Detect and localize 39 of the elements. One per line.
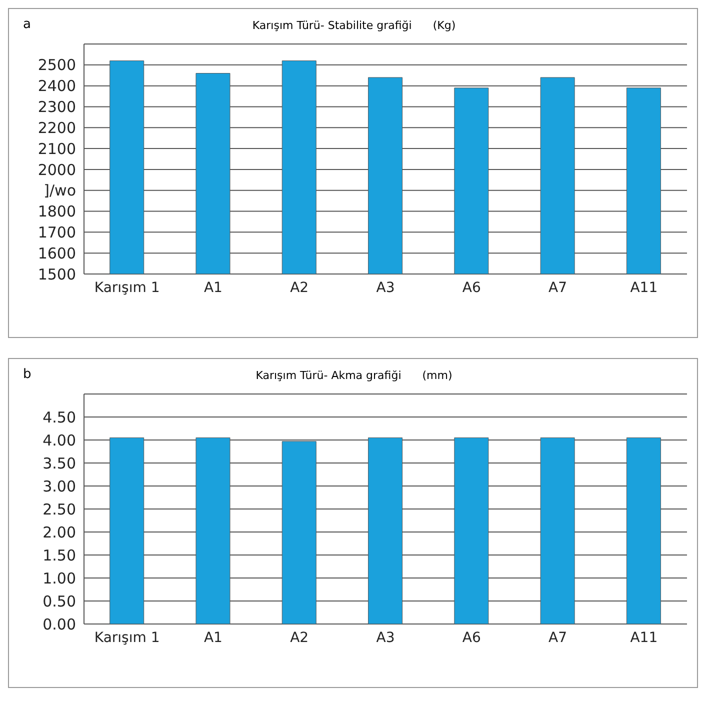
y-tick-label: 2000 [38, 160, 76, 179]
x-tick-label: A3 [376, 280, 395, 296]
y-tick-label: 2.50 [42, 500, 76, 518]
y-tick-label: 1800 [38, 202, 76, 221]
x-tick-label: Karışım 1 [94, 630, 160, 646]
x-tick-label: A11 [630, 280, 658, 296]
chart-title: Karışım Türü- Stabilite grafiği (Kg) [252, 19, 456, 32]
y-tick-label: 1.50 [42, 546, 76, 564]
x-tick-label: Karışım 1 [94, 280, 160, 296]
y-tick-label: 4.50 [42, 408, 76, 426]
x-tick-label: A11 [630, 630, 658, 646]
y-tick-label: 1600 [38, 244, 76, 262]
y-tick-label: ]/wo [44, 182, 76, 200]
y-tick-label: 3.00 [42, 477, 76, 496]
y-tick-label: 2200 [38, 118, 76, 137]
x-tick-label: A3 [376, 630, 395, 646]
x-tick-label: A6 [462, 280, 481, 296]
text: b [23, 367, 32, 382]
text: a [23, 17, 31, 32]
x-tick-label: A7 [548, 280, 568, 296]
y-tick-label: 0.00 [42, 615, 76, 634]
y-tick-label: 2100 [38, 140, 76, 158]
x-tick-label: A1 [204, 630, 222, 646]
x-tick-label: A2 [290, 630, 309, 646]
y-tick-label: 2400 [38, 77, 76, 96]
y-tick-label: 3.50 [42, 454, 76, 472]
y-tick-label: 4.00 [42, 431, 76, 450]
y-tick-label: 2500 [38, 56, 76, 74]
x-tick-label: A2 [290, 280, 309, 296]
x-tick-label: A1 [204, 280, 222, 296]
y-tick-label: 0.50 [42, 592, 76, 610]
chart-title: Karışım Türü- Akma grafiği (mm) [256, 369, 452, 382]
y-tick-label: 1500 [38, 265, 76, 284]
y-tick-label: 1.00 [42, 569, 76, 588]
x-tick-label: A7 [548, 630, 568, 646]
y-tick-label: 2300 [38, 98, 76, 116]
y-tick-label: 2.00 [42, 523, 76, 542]
y-tick-label: 1700 [38, 224, 76, 242]
x-tick-label: A6 [462, 630, 481, 646]
